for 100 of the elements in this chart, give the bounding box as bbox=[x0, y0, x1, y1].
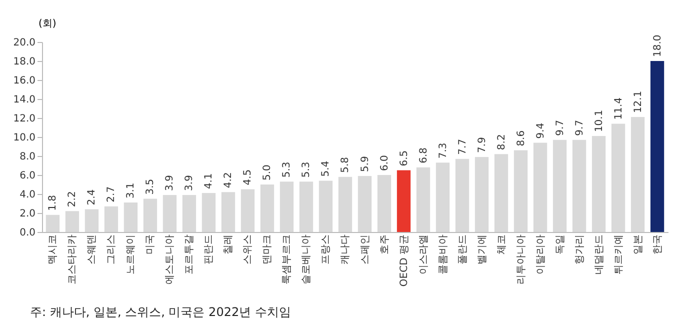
y-tick-label: 14.0 bbox=[13, 94, 36, 106]
data-label: 3.5 bbox=[145, 178, 156, 195]
bar bbox=[280, 182, 294, 232]
data-label: 7.3 bbox=[438, 142, 449, 159]
x-tick-label: 핀란드 bbox=[204, 234, 215, 264]
x-tick-label: 콜롬비아 bbox=[438, 234, 449, 274]
data-label: 5.4 bbox=[320, 160, 332, 177]
data-label: 3.1 bbox=[126, 182, 137, 199]
x-tick-label: 네덜란드 bbox=[594, 234, 605, 274]
y-tick-label: 20.0 bbox=[13, 38, 36, 48]
x-tick-label: 멕시코 bbox=[48, 234, 59, 264]
x-tick-label: 에스토니아 bbox=[164, 234, 176, 284]
bar bbox=[162, 194, 177, 232]
data-label: 2.4 bbox=[86, 189, 98, 206]
y-tick-label: 10.0 bbox=[13, 132, 36, 144]
bar bbox=[143, 198, 158, 232]
data-label: 6.8 bbox=[418, 147, 430, 164]
data-label: 5.0 bbox=[262, 164, 274, 180]
x-tick-label: 스위스 bbox=[242, 234, 254, 264]
data-label: 8.6 bbox=[516, 130, 527, 146]
x-tick-label: 노르웨이 bbox=[126, 234, 137, 274]
data-label: 5.9 bbox=[360, 156, 371, 172]
data-label: 3.9 bbox=[184, 175, 196, 191]
x-tick-label: 호주 bbox=[379, 234, 390, 254]
data-label: 1.8 bbox=[48, 194, 59, 211]
x-tick-label: 헝가리 bbox=[574, 234, 586, 264]
y-tick-label: 4.0 bbox=[20, 190, 36, 200]
x-tick-label: 스페인 bbox=[360, 234, 371, 264]
x-tick-label: 튀르키예 bbox=[613, 234, 624, 274]
x-tick-label: 미국 bbox=[145, 234, 156, 254]
bar bbox=[182, 194, 196, 232]
x-tick-label: 덴마크 bbox=[262, 234, 274, 264]
bar bbox=[221, 192, 236, 232]
y-axis-title: (회) bbox=[38, 18, 56, 30]
bar bbox=[474, 156, 489, 232]
data-label: 9.4 bbox=[535, 122, 546, 139]
bar bbox=[630, 117, 645, 232]
bar bbox=[202, 193, 216, 232]
bar bbox=[396, 170, 411, 232]
y-tick-label: 0.0 bbox=[20, 228, 36, 238]
bar bbox=[46, 214, 60, 232]
data-label: 10.1 bbox=[594, 110, 605, 132]
x-tick-label: 체코 bbox=[496, 234, 508, 254]
text: 주: 캐나다, 일본, 스위스, 미국은 2022년 수치임 bbox=[30, 304, 291, 321]
bar bbox=[318, 180, 333, 232]
y-tick-label: 18.0 bbox=[13, 56, 36, 68]
data-label: 9.7 bbox=[574, 120, 586, 136]
data-label: 4.5 bbox=[242, 169, 254, 186]
x-tick-label: 이스라엘 bbox=[418, 234, 430, 274]
bar bbox=[514, 150, 528, 232]
y-tick-label: 16.0 bbox=[13, 76, 36, 86]
x-tick-label: 일본 bbox=[632, 234, 644, 254]
data-label: 5.8 bbox=[340, 156, 352, 173]
x-tick-label: 벨기에 bbox=[476, 234, 488, 264]
data-label: 5.3 bbox=[301, 162, 312, 178]
bar bbox=[260, 184, 274, 232]
bar bbox=[65, 211, 80, 232]
bar bbox=[494, 154, 508, 232]
bar bbox=[650, 61, 664, 232]
x-tick-label: 이탈리아 bbox=[535, 234, 546, 274]
y-tick-label: 8.0 bbox=[20, 152, 36, 162]
x-tick-label: 코스타리카 bbox=[67, 234, 78, 284]
y-tick-label: 12.0 bbox=[13, 114, 36, 124]
data-label: 9.7 bbox=[554, 120, 566, 136]
x-tick-label: 프랑스 bbox=[320, 234, 332, 264]
bar bbox=[436, 162, 450, 232]
y-tick-label: 2.0 bbox=[20, 208, 36, 220]
x-tick-label: 리투아니아 bbox=[516, 234, 527, 284]
data-label: 11.4 bbox=[613, 97, 624, 120]
bar bbox=[299, 182, 314, 232]
x-tick-label: 포르투갈 bbox=[184, 234, 196, 274]
bar bbox=[124, 202, 138, 232]
data-label: 5.3 bbox=[282, 162, 293, 178]
x-tick-label: 스웨덴 bbox=[86, 234, 98, 264]
bar bbox=[592, 136, 606, 232]
bar bbox=[377, 175, 392, 232]
bar bbox=[240, 189, 255, 232]
data-label: 7.7 bbox=[457, 138, 468, 155]
data-label: 3.9 bbox=[164, 175, 176, 191]
bar bbox=[416, 167, 430, 232]
x-tick-label: 독일 bbox=[554, 234, 566, 254]
data-label: 12.1 bbox=[632, 90, 644, 114]
data-label: 8.2 bbox=[496, 134, 508, 150]
x-tick-label: 폴란드 bbox=[457, 234, 468, 264]
data-label: 7.9 bbox=[476, 137, 488, 153]
data-label: 6.0 bbox=[379, 155, 390, 171]
x-tick-label: 룩셈부르크 bbox=[282, 234, 293, 284]
x-tick-label: 그리스 bbox=[106, 234, 118, 264]
x-tick-label: 칠레 bbox=[223, 234, 234, 254]
bar bbox=[455, 158, 470, 232]
x-tick-label: 슬로베니아 bbox=[301, 234, 312, 284]
y-tick-label: 6.0 bbox=[20, 170, 36, 182]
bar bbox=[611, 124, 626, 232]
x-tick-label: 캐나다 bbox=[340, 234, 352, 264]
x-tick-label: 한국 bbox=[652, 234, 664, 254]
data-label: 6.5 bbox=[398, 150, 410, 166]
data-label: 4.1 bbox=[204, 173, 215, 190]
data-label: 2.7 bbox=[106, 186, 118, 202]
bar bbox=[104, 206, 118, 232]
x-tick-label: OECD 평균 bbox=[398, 234, 410, 287]
